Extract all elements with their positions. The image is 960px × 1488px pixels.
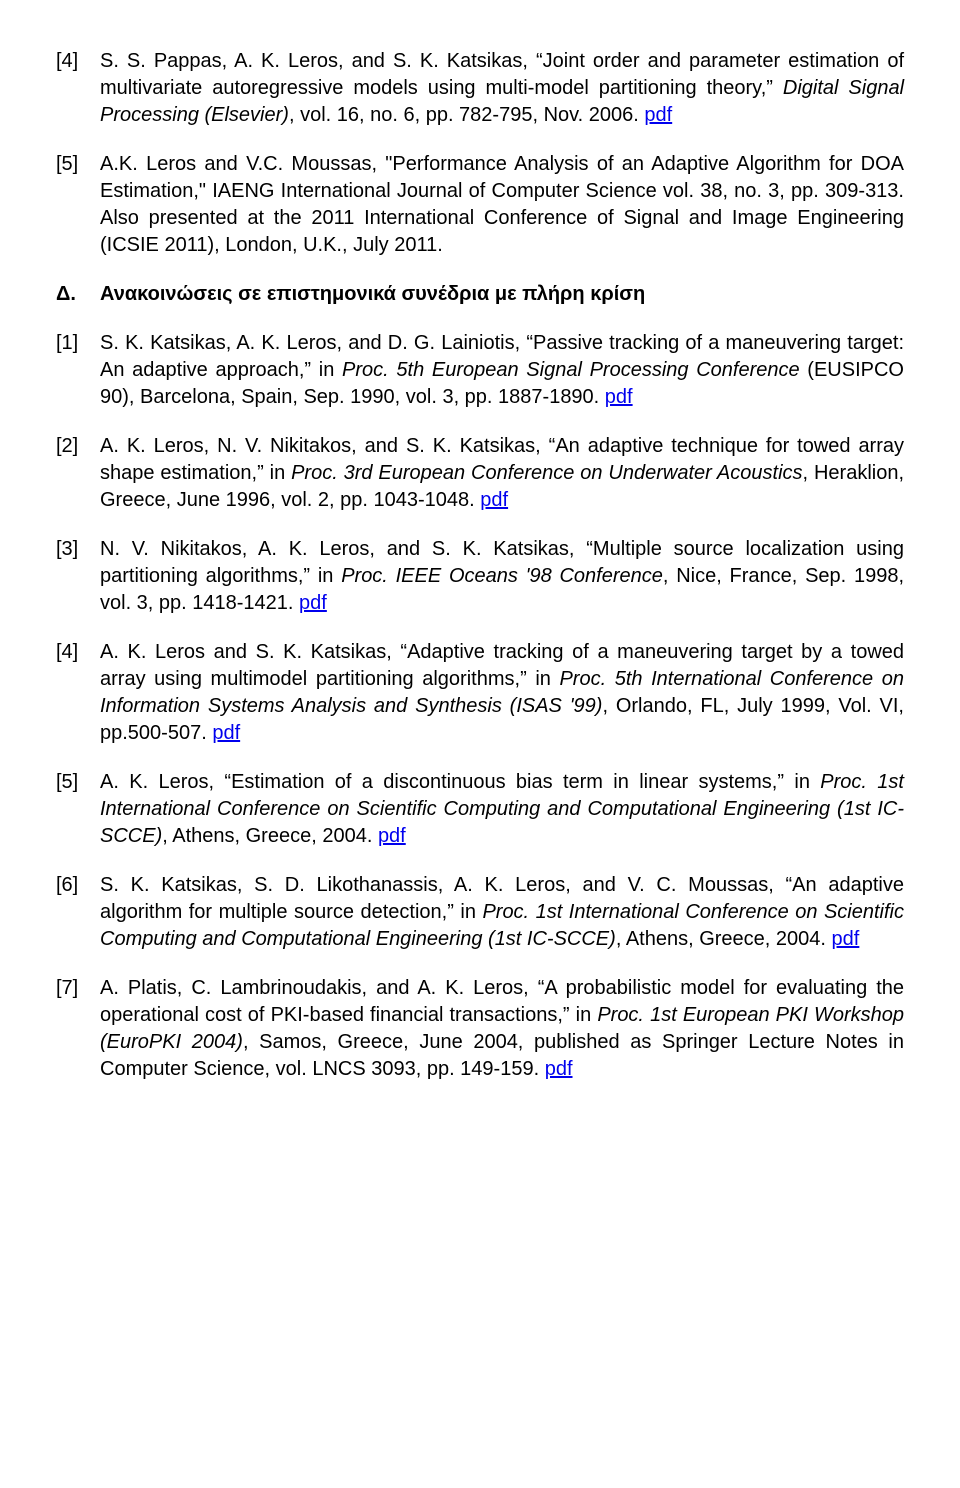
reference-item: [4]A. K. Leros and S. K. Katsikas, Adapt… bbox=[56, 639, 904, 747]
reference-mid: in bbox=[264, 462, 291, 484]
reference-body: S. S. Pappas, A. K. Leros, and S. K. Kat… bbox=[100, 48, 904, 129]
reference-mid bbox=[773, 77, 783, 99]
reference-body: A. Platis, C. Lambrinoudakis, and A. K. … bbox=[100, 975, 904, 1083]
reference-mid: in bbox=[310, 565, 341, 587]
reference-mid: in bbox=[570, 1004, 598, 1026]
reference-number: [4] bbox=[56, 48, 100, 129]
reference-body: N. V. Nikitakos, A. K. Leros, and S. K. … bbox=[100, 536, 904, 617]
reference-item: [7]A. Platis, C. Lambrinoudakis, and A. … bbox=[56, 975, 904, 1083]
reference-authors: N. V. Nikitakos, A. K. Leros, and S. K. … bbox=[100, 538, 586, 560]
pdf-link[interactable]: pdf bbox=[378, 825, 406, 847]
reference-number: [2] bbox=[56, 433, 100, 514]
pdf-link[interactable]: pdf bbox=[832, 928, 860, 950]
reference-item: [2]A. K. Leros, N. V. Nikitakos, and S. … bbox=[56, 433, 904, 514]
reference-number: [7] bbox=[56, 975, 100, 1083]
reference-authors: S. S. Pappas, A. K. Leros, and S. K. Kat… bbox=[100, 50, 536, 72]
reference-number: [1] bbox=[56, 330, 100, 411]
pdf-link[interactable]: pdf bbox=[212, 722, 240, 744]
reference-number: [3] bbox=[56, 536, 100, 617]
reference-item: [1]S. K. Katsikas, A. K. Leros, and D. G… bbox=[56, 330, 904, 411]
reference-authors: S. K. Katsikas, A. K. Leros, and D. G. L… bbox=[100, 332, 526, 354]
section-label: Δ. bbox=[56, 281, 100, 308]
reference-journal: Proc. 5th European Signal Processing Con… bbox=[342, 359, 800, 381]
reference-body: A. K. Leros, Estimation of a discontinuo… bbox=[100, 769, 904, 850]
reference-number: [6] bbox=[56, 872, 100, 953]
reference-authors: A. Platis, C. Lambrinoudakis, and A. K. … bbox=[100, 977, 538, 999]
reference-number: [5] bbox=[56, 769, 100, 850]
reference-authors: A. K. Leros, bbox=[100, 771, 224, 793]
reference-item: [4] S. S. Pappas, A. K. Leros, and S. K.… bbox=[56, 48, 904, 129]
reference-item: [5] A.K. Leros and V.C. Moussas, "Perfor… bbox=[56, 151, 904, 259]
section-title: Ανακοινώσεις σε επιστημονικά συνέδρια με… bbox=[100, 281, 904, 308]
reference-mid: in bbox=[311, 359, 342, 381]
reference-post: , Athens, Greece, 2004. bbox=[616, 928, 832, 950]
reference-title: Estimation of a discontinuous bias term … bbox=[224, 771, 784, 793]
reference-body: A. K. Leros and S. K. Katsikas, Adaptive… bbox=[100, 639, 904, 747]
reference-body: S. K. Katsikas, A. K. Leros, and D. G. L… bbox=[100, 330, 904, 411]
reference-number: [4] bbox=[56, 639, 100, 747]
reference-item: [6]S. K. Katsikas, S. D. Likothanassis, … bbox=[56, 872, 904, 953]
reference-journal: Proc. 3rd European Conference on Underwa… bbox=[291, 462, 802, 484]
reference-body: A. K. Leros, N. V. Nikitakos, and S. K. … bbox=[100, 433, 904, 514]
reference-mid: in bbox=[784, 771, 820, 793]
reference-mid: in bbox=[454, 901, 483, 923]
reference-authors: A. K. Leros, N. V. Nikitakos, and S. K. … bbox=[100, 435, 549, 457]
reference-text: A.K. Leros and V.C. Moussas, "Performanc… bbox=[100, 153, 904, 256]
pdf-link[interactable]: pdf bbox=[605, 386, 633, 408]
pdf-link[interactable]: pdf bbox=[545, 1058, 573, 1080]
reference-number: [5] bbox=[56, 151, 100, 259]
pdf-link[interactable]: pdf bbox=[299, 592, 327, 614]
reference-mid: in bbox=[527, 668, 560, 690]
reference-post: , Athens, Greece, 2004. bbox=[162, 825, 378, 847]
pdf-link[interactable]: pdf bbox=[480, 489, 508, 511]
reference-item: [3]N. V. Nikitakos, A. K. Leros, and S. … bbox=[56, 536, 904, 617]
reference-post: , vol. 16, no. 6, pp. 782-795, Nov. 2006… bbox=[289, 104, 644, 126]
reference-body: A.K. Leros and V.C. Moussas, "Performanc… bbox=[100, 151, 904, 259]
reference-authors: A. K. Leros and S. K. Katsikas, bbox=[100, 641, 400, 663]
reference-body: S. K. Katsikas, S. D. Likothanassis, A. … bbox=[100, 872, 904, 953]
reference-journal: Proc. IEEE Oceans '98 Conference bbox=[341, 565, 663, 587]
section-heading: Δ. Ανακοινώσεις σε επιστημονικά συνέδρια… bbox=[56, 281, 904, 308]
pdf-link[interactable]: pdf bbox=[644, 104, 672, 126]
reference-authors: S. K. Katsikas, S. D. Likothanassis, A. … bbox=[100, 874, 786, 896]
reference-item: [5]A. K. Leros, Estimation of a disconti… bbox=[56, 769, 904, 850]
